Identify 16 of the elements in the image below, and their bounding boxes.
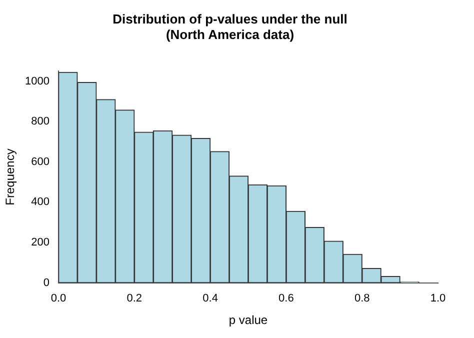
x-axis-title: p value <box>228 313 268 327</box>
chart-title: Distribution of p-values under the null <box>112 11 348 26</box>
y-tick-label: 600 <box>31 156 50 168</box>
chart-subtitle: (North America data) <box>166 26 294 42</box>
y-tick-label: 0 <box>43 276 50 289</box>
y-tick-label: 800 <box>31 116 50 128</box>
x-tick-label: 0.0 <box>50 292 66 304</box>
x-tick-label: 1.0 <box>430 292 446 304</box>
y-tick-label: 400 <box>31 196 50 208</box>
x-tick-label: 0.2 <box>126 292 142 304</box>
x-tick-label: 0.8 <box>354 292 370 304</box>
y-tick-label: 1000 <box>24 75 50 88</box>
y-tick-label: 200 <box>31 236 50 249</box>
x-tick-label: 0.4 <box>202 292 218 304</box>
x-tick-label: 0.6 <box>278 292 294 304</box>
y-axis-title: Frequency <box>3 148 17 206</box>
